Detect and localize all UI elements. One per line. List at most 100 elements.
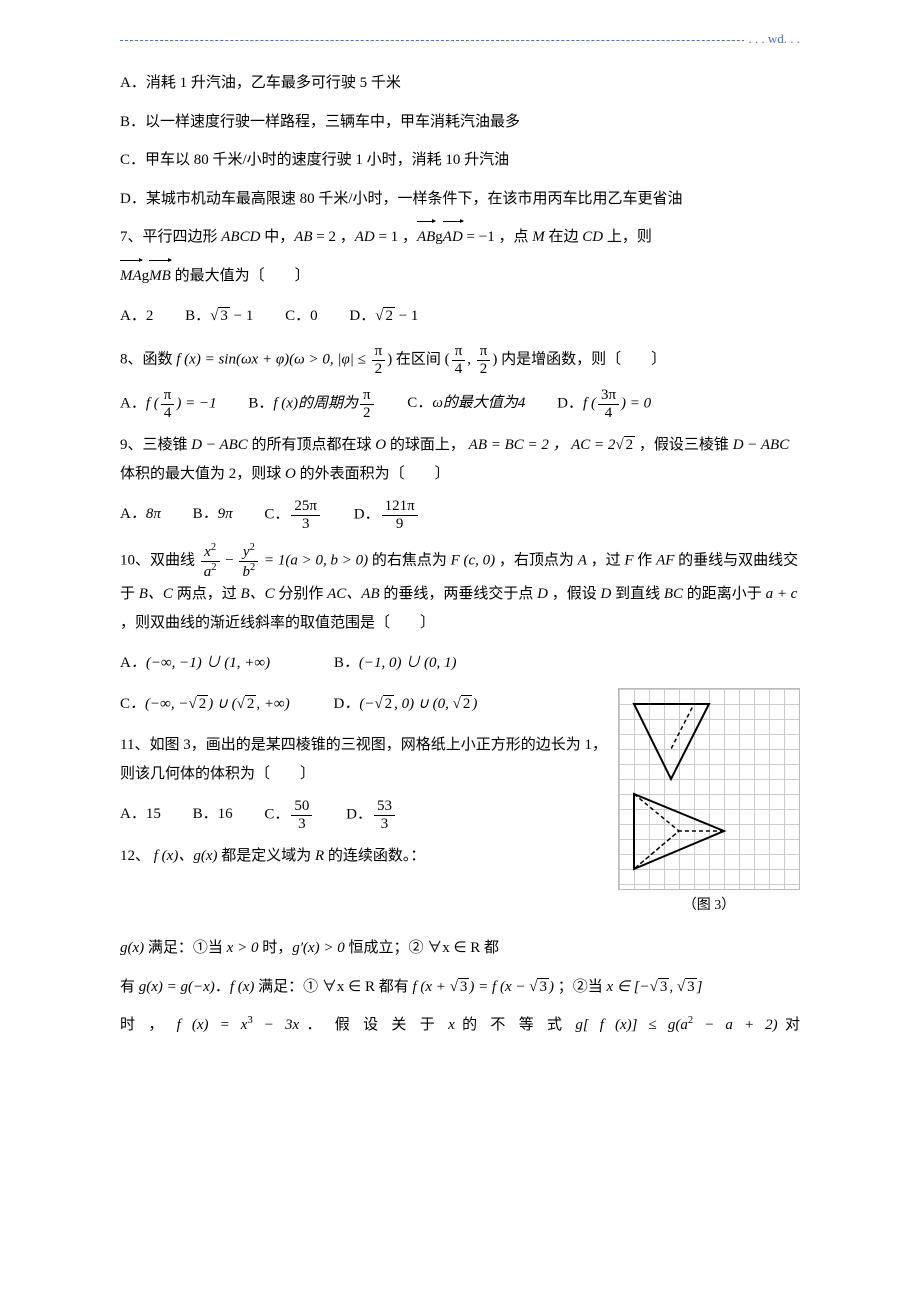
q10Ds: ) [472,696,477,712]
q6-optA-text: ．消耗 1 升汽油，乙车最多可行驶 5 千米 [131,75,401,91]
q10-bc3: BC [664,586,683,602]
q10-t10: ，假设 [548,586,601,602]
figure-3-svg [619,689,799,889]
q6-optD: D．某城市机动车最高限速 80 千米/小时，一样条件下，在该市用丙车比用乙车更省… [120,185,800,214]
q11B-l: B [193,806,203,822]
n: x [204,544,211,560]
q6-optC-text: ．甲车以 80 千米/小时的速度行驶 1 小时，消耗 10 升汽油 [130,152,509,168]
q10B: ．(−1, 0) ∪ (0, 1) [344,655,457,671]
q9-stem: 9、三棱锥 D − ABC 的所有顶点都在球 O 的球面上， AB = BC =… [120,431,800,488]
q10-af: AF [656,552,674,568]
q9-t5: 体积的最大值为 2，则球 [120,466,285,482]
q10-a: A [578,552,587,568]
q7B-l: B [185,308,195,324]
figure-3: （图 3） [618,688,800,914]
d: 4 [452,361,466,378]
q9-t2: 的所有顶点都在球 [248,437,376,453]
q10Cs: , +∞) [256,696,289,712]
n: 121π [382,498,418,516]
n: 53 [374,798,395,816]
q8B-frac: π2 [360,387,374,421]
vec-MB: MB [149,262,171,291]
q10Cp: ．(−∞, − [130,696,188,712]
d: 2 [372,361,386,378]
figure-3-caption: （图 3） [618,894,800,914]
q9C-l: C [264,506,274,522]
q12-l3c: 满足：① ∀x ∈ R 都有 [254,979,412,995]
r: 2 [245,695,257,712]
r: 3 [658,978,670,995]
q10-t1: 10、双曲线 [120,552,199,568]
q8-t2: ) 在区间 ( [387,351,450,367]
sq: 2 [211,562,216,573]
n: π [452,343,466,361]
n: 3π [598,387,619,405]
q12-gfx2: − a + 2) [693,1017,778,1033]
q8B-l: B [248,395,258,411]
q11B: ．16 [203,806,233,822]
q10-x2a2: x2a2 [201,542,220,580]
sq: 2 [250,562,255,573]
q10D-s1: √2 [374,688,394,721]
q12-r: R [315,848,324,864]
q12-gfx: g[ f (x)] ≤ g(a [575,1017,688,1033]
d: 2 [360,405,374,422]
q7-ab: AB [294,229,312,245]
q12-l4c: 的不等式 [455,1017,576,1033]
q10C-l: C [120,696,130,712]
q9-acv: 2 [624,436,636,453]
q8A-l: A [120,395,131,411]
q9-t3: 的球面上， [386,437,465,453]
header-wd: . . . wd. . . [744,31,800,47]
q6-optA: A．消耗 1 升汽油，乙车最多可行驶 5 千米 [120,69,800,98]
q7-abcd: ABCD [221,229,260,245]
d: b [242,564,250,580]
q10A-l: A [120,655,131,671]
top-outer-tri [634,704,709,779]
q12-l4a: 时， [120,1017,177,1033]
sq: 2 [211,542,216,553]
frac-pi4: π4 [452,343,466,377]
q12-t2: 都是定义域为 [221,848,315,864]
q10-d: D [537,586,548,602]
q9-t6: 的外表面积为〔 〕 [296,466,450,482]
q10D-s2: √2 [453,688,473,721]
q10-bc: B、C [139,586,173,602]
q7Bs: − 1 [230,308,253,324]
q7-ad: AD [355,229,375,245]
figure-3-grid [618,688,800,890]
bot-dash [634,794,724,869]
q10Dm: , 0) ∪ (0, [394,696,452,712]
label-A: A [120,75,131,91]
q7B-sqrt: √3 [210,300,230,333]
q7Dp: ． [360,308,375,324]
q12-stem2: g(x) 满足：①当 x > 0 时，g'(x) > 0 恒成立；② ∀x ∈ … [120,934,800,963]
q9A-l: A [120,506,131,522]
q9-dabc: D − ABC [191,437,248,453]
q10-bc2: B、C [240,586,274,602]
q6-optB-text: ．以一样速度行驶一样路程，三辆车中，甲车消耗汽油最多 [130,114,520,130]
q12-s4: √3 [677,973,697,1002]
q8Ap: f ( [146,395,159,411]
r: 2 [461,695,473,712]
q10C-s2: √2 [237,688,257,721]
q7-t4: 上，则 [603,229,652,245]
q12-fcp: f (x + [412,979,449,995]
q7-t2: 中， [260,229,294,245]
q9-abbc: AB = BC = 2 ， [465,437,568,453]
q9C-frac: 25π3 [291,498,320,532]
q8As: ) = −1 [176,395,216,411]
q12-t1: 12、 [120,848,150,864]
q6-optC: C．甲车以 80 千米/小时的速度行驶 1 小时，消耗 10 升汽油 [120,146,800,175]
d: 3 [374,816,395,833]
q12-fcm: ) = f (x − [469,979,529,995]
q12-geq: g(x) = g(−x) [139,979,215,995]
q12-l3d: ；②当 [554,979,607,995]
q7B-rad: 3 [218,307,230,324]
label-D: D [120,191,131,207]
q12-s3: √3 [650,973,670,1002]
q12-fxd2: − 3x [253,1017,299,1033]
q9-dabc2: D − ABC [733,437,790,453]
q6-optD-text: ．某城市机动车最高限速 80 千米/小时，一样条件下，在该市用丙车比用乙车更省油 [131,191,683,207]
q11C-l: C [264,806,274,822]
